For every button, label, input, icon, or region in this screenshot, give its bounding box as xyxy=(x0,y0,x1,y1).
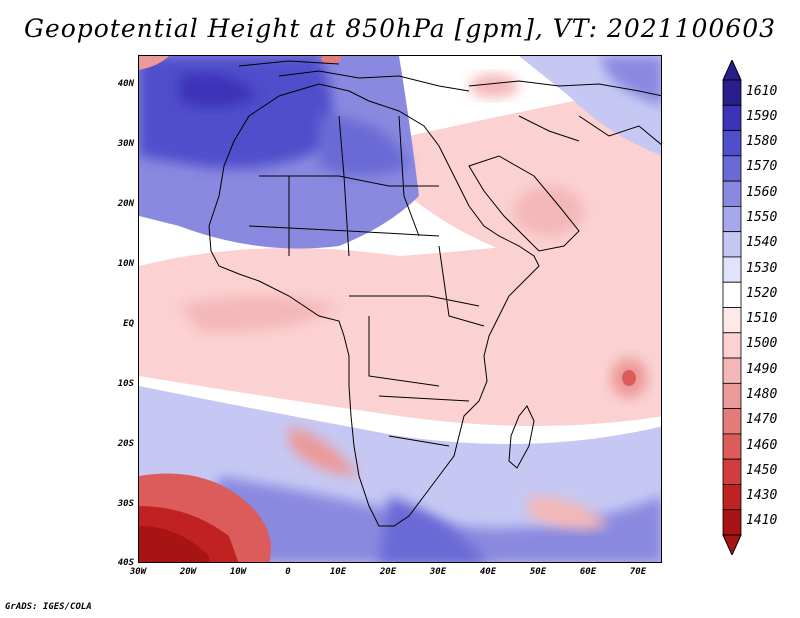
colorbar-label: 1570 xyxy=(746,159,778,175)
colorbar-swatch xyxy=(722,332,742,359)
lat-label-40s: 40S xyxy=(117,558,134,568)
colorbar-top-arrow xyxy=(722,60,742,81)
lon-label-10w: 10W xyxy=(229,567,247,577)
lon-label-40e: 40E xyxy=(479,567,497,577)
colorbar-swatch xyxy=(722,357,742,384)
contour-field xyxy=(139,56,661,562)
lat-label-20s: 20S xyxy=(117,439,134,449)
colorbar-swatch xyxy=(722,281,742,308)
colorbar-label: 1580 xyxy=(746,134,778,150)
lat-label-30n: 30N xyxy=(117,139,134,149)
colorbar-label: 1550 xyxy=(746,210,778,226)
lon-label-50e: 50E xyxy=(529,567,547,577)
colorbar-label: 1430 xyxy=(746,488,778,504)
colorbar-swatch xyxy=(722,256,742,283)
colorbar-label: 1530 xyxy=(746,260,778,276)
lon-label-60e: 60E xyxy=(579,567,597,577)
colorbar-swatch xyxy=(722,433,742,460)
colorbar-label: 1460 xyxy=(746,437,778,453)
colorbar-label: 1410 xyxy=(746,513,778,529)
map-title: Geopotential Height at 850hPa [gpm], VT:… xyxy=(23,14,777,43)
colorbar-swatch xyxy=(722,205,742,233)
colorbar-label: 1450 xyxy=(746,462,778,478)
lon-label-10e: 10E xyxy=(329,567,347,577)
colorbar-label: 1470 xyxy=(746,412,778,428)
colorbar-bottom-arrow xyxy=(722,534,742,555)
lon-label-20w: 20W xyxy=(179,567,197,577)
colorbar-label: 1490 xyxy=(746,361,778,377)
colorbar-label: 1590 xyxy=(746,108,778,124)
lon-label-30w: 30W xyxy=(129,567,147,577)
colorbar-swatch xyxy=(722,231,742,258)
colorbar-swatch xyxy=(722,307,742,334)
lat-label-20n: 20N xyxy=(117,199,134,209)
lat-label-40n: 40N xyxy=(117,79,134,89)
credit-text: GrADS: IGES/COLA xyxy=(5,602,92,612)
colorbar-label: 1520 xyxy=(746,285,778,301)
lat-label-10s: 10S xyxy=(117,379,134,389)
colorbar-swatch xyxy=(722,509,742,536)
lon-label-0: 0 xyxy=(285,567,291,577)
lat-label-eq: EQ xyxy=(123,319,134,329)
colorbar-label: 1480 xyxy=(746,386,778,402)
colorbar-label: 1560 xyxy=(746,184,778,200)
lon-label-20e: 20E xyxy=(379,567,397,577)
lat-label-30s: 30S xyxy=(117,499,134,509)
lon-label-70e: 70E xyxy=(629,567,647,577)
colorbar-label: 1610 xyxy=(746,83,778,99)
colorbar-swatch xyxy=(722,458,742,485)
colorbar-swatch xyxy=(722,155,742,182)
colorbar-swatch xyxy=(722,382,742,410)
colorbar-label: 1510 xyxy=(746,311,778,327)
colorbar-swatch xyxy=(722,408,742,435)
colorbar-label: 1540 xyxy=(746,235,778,251)
colorbar-swatch xyxy=(722,130,742,157)
lat-label-10n: 10N xyxy=(117,259,134,269)
colorbar-swatch xyxy=(722,484,742,511)
colorbar xyxy=(722,60,742,555)
colorbar-label: 1500 xyxy=(746,336,778,352)
map-panel[interactable] xyxy=(138,55,662,563)
colorbar-swatch xyxy=(722,79,742,106)
colorbar-swatch xyxy=(722,180,742,207)
lon-label-30e: 30E xyxy=(429,567,447,577)
colorbar-swatch xyxy=(722,104,742,131)
